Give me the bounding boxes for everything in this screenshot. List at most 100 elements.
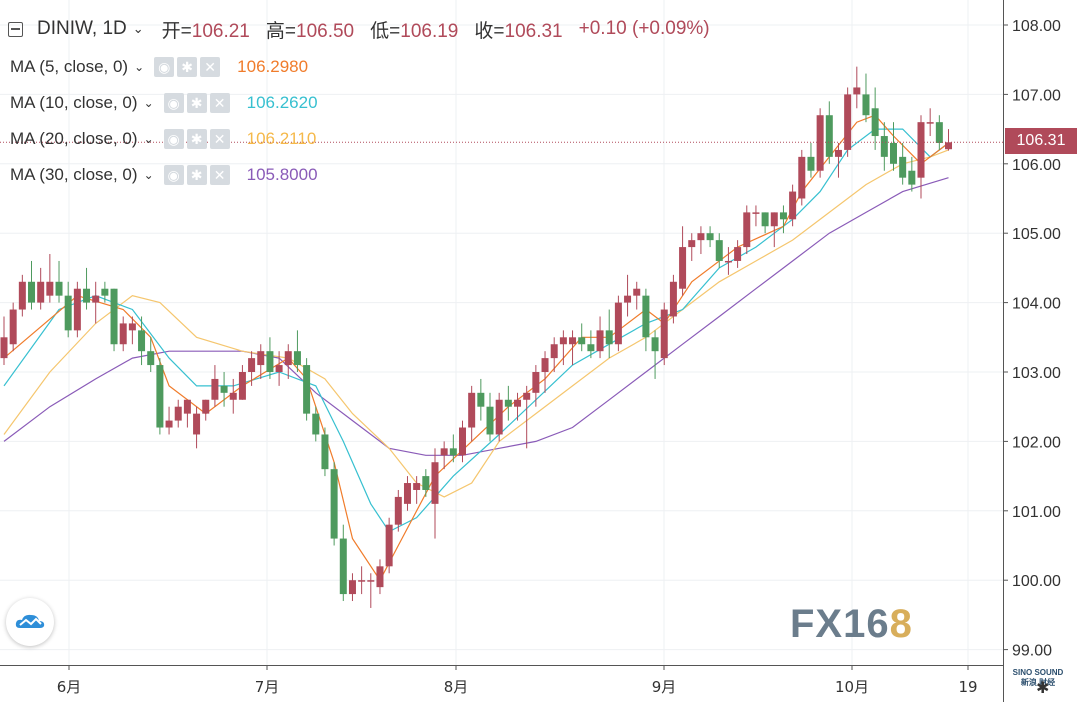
candle-body	[825, 115, 833, 157]
candle-body	[899, 156, 907, 178]
candle-body	[202, 399, 210, 414]
candle-body	[669, 281, 677, 317]
candle-body	[504, 399, 512, 407]
candle-body	[229, 392, 237, 400]
candle-body	[935, 122, 943, 143]
chevron-down-icon[interactable]: ⌄	[143, 168, 154, 182]
price-tick-label: 104.00	[1012, 296, 1061, 313]
candle-body	[559, 337, 567, 345]
ma-indicator-row[interactable]: MA (5, close, 0) ⌄ ◉ ✱ ✕ 106.2980	[10, 55, 308, 79]
candle-body	[431, 462, 439, 504]
gear-icon[interactable]: ✱	[186, 165, 207, 185]
ma-indicator-row[interactable]: MA (30, close, 0) ⌄ ◉ ✱ ✕ 105.8000	[10, 163, 318, 187]
ma10-line	[3, 128, 949, 533]
gear-icon[interactable]: ✱	[177, 57, 198, 77]
candle-body	[211, 378, 219, 400]
indicator-label[interactable]: MA (30, close, 0)	[10, 165, 138, 184]
indicator-label[interactable]: MA (10, close, 0)	[10, 93, 138, 112]
ma30-line	[3, 177, 949, 456]
candle-body	[816, 115, 824, 171]
candle-body	[660, 309, 668, 359]
chart-settings-gear-icon[interactable]: ✱	[1036, 680, 1050, 697]
candle-body	[752, 212, 760, 214]
ma-indicator-row[interactable]: MA (20, close, 0) ⌄ ◉ ✱ ✕ 106.2110	[10, 127, 316, 151]
ma-indicator-row[interactable]: MA (10, close, 0) ⌄ ◉ ✱ ✕ 106.2620	[10, 91, 318, 115]
eye-icon[interactable]: ◉	[163, 93, 184, 113]
close-icon[interactable]: ✕	[209, 129, 230, 149]
close-icon[interactable]: ✕	[200, 57, 221, 77]
high-stat: 高=106.50	[265, 20, 355, 42]
candle-body	[55, 281, 63, 296]
price-tick-label: 105.00	[1012, 226, 1061, 243]
close-icon[interactable]: ✕	[209, 165, 230, 185]
candle-body	[697, 233, 705, 241]
candle-body	[917, 122, 925, 178]
chevron-down-icon[interactable]: ⌄	[134, 60, 145, 74]
time-tick-label: 9月	[652, 678, 677, 696]
candle-body	[477, 392, 485, 407]
candle-body	[743, 212, 751, 248]
candle-body	[138, 330, 146, 352]
time-axis[interactable]: 6月 7月 8月 9月 10月 19	[0, 665, 1003, 696]
chevron-down-icon[interactable]: ⌄	[143, 132, 154, 146]
candle-body	[339, 538, 347, 595]
candle-body	[413, 483, 421, 490]
gear-icon[interactable]: ✱	[186, 93, 207, 113]
candle-body	[37, 281, 45, 303]
gear-icon[interactable]: ✱	[186, 129, 207, 149]
chevron-down-icon[interactable]: ⌄	[132, 21, 144, 36]
candle-body	[889, 142, 897, 164]
price-tick-label: 100.00	[1012, 573, 1061, 590]
indicator-value: 106.2980	[237, 57, 309, 76]
candle-body	[147, 351, 155, 366]
candle-body	[293, 351, 301, 366]
collapse-legend-icon[interactable]	[8, 21, 23, 37]
candle-body	[128, 323, 136, 331]
candle-body	[358, 580, 366, 582]
candle-body	[550, 344, 558, 359]
candle-body	[541, 358, 549, 372]
price-tick-label: 102.00	[1012, 434, 1061, 451]
candle-body	[0, 337, 8, 359]
candle-body	[367, 580, 375, 582]
symbol-header: DINIW, 1D ⌄ 开=106.21 高=106.50 低=106.19 收…	[8, 14, 710, 44]
candle-body	[761, 212, 769, 227]
candle-body	[926, 122, 934, 124]
indicator-label[interactable]: MA (5, close, 0)	[10, 57, 129, 76]
tradingview-logo-button[interactable]	[6, 598, 54, 646]
candle-body	[495, 399, 503, 435]
candle-body	[275, 365, 283, 372]
price-tick-label: 101.00	[1012, 504, 1061, 521]
eye-icon[interactable]: ◉	[163, 129, 184, 149]
candle-body	[83, 288, 91, 303]
candle-body	[449, 448, 457, 456]
eye-icon[interactable]: ◉	[154, 57, 175, 77]
candle-body	[807, 156, 815, 171]
candle-body	[862, 94, 870, 116]
candle-body	[193, 413, 201, 435]
indicator-value: 106.2110	[246, 129, 317, 148]
indicator-label[interactable]: MA (20, close, 0)	[10, 129, 138, 148]
eye-icon[interactable]: ◉	[163, 165, 184, 185]
candle-body	[385, 524, 393, 567]
candle-body	[73, 288, 81, 331]
candle-body	[266, 351, 274, 372]
candle-body	[605, 330, 613, 345]
candle-body	[514, 399, 522, 407]
candle-body	[614, 302, 622, 345]
candle-body	[578, 337, 586, 345]
chevron-down-icon[interactable]: ⌄	[143, 96, 154, 110]
candle-body	[403, 483, 411, 504]
price-axis[interactable]: 108.00 107.00 106.00 105.00 104.00 103.00 102.…	[1003, 0, 1061, 702]
candle-body	[46, 281, 54, 296]
symbol-label[interactable]: DINIW, 1D	[37, 18, 127, 39]
candle-body	[789, 191, 797, 220]
close-icon[interactable]: ✕	[209, 93, 230, 113]
price-tick-label: 106.00	[1012, 157, 1061, 174]
cloud-logo-icon	[15, 614, 45, 628]
candle-body	[688, 240, 696, 248]
candle-body	[64, 295, 72, 331]
candle-body	[468, 392, 476, 428]
candle-body	[238, 372, 246, 400]
